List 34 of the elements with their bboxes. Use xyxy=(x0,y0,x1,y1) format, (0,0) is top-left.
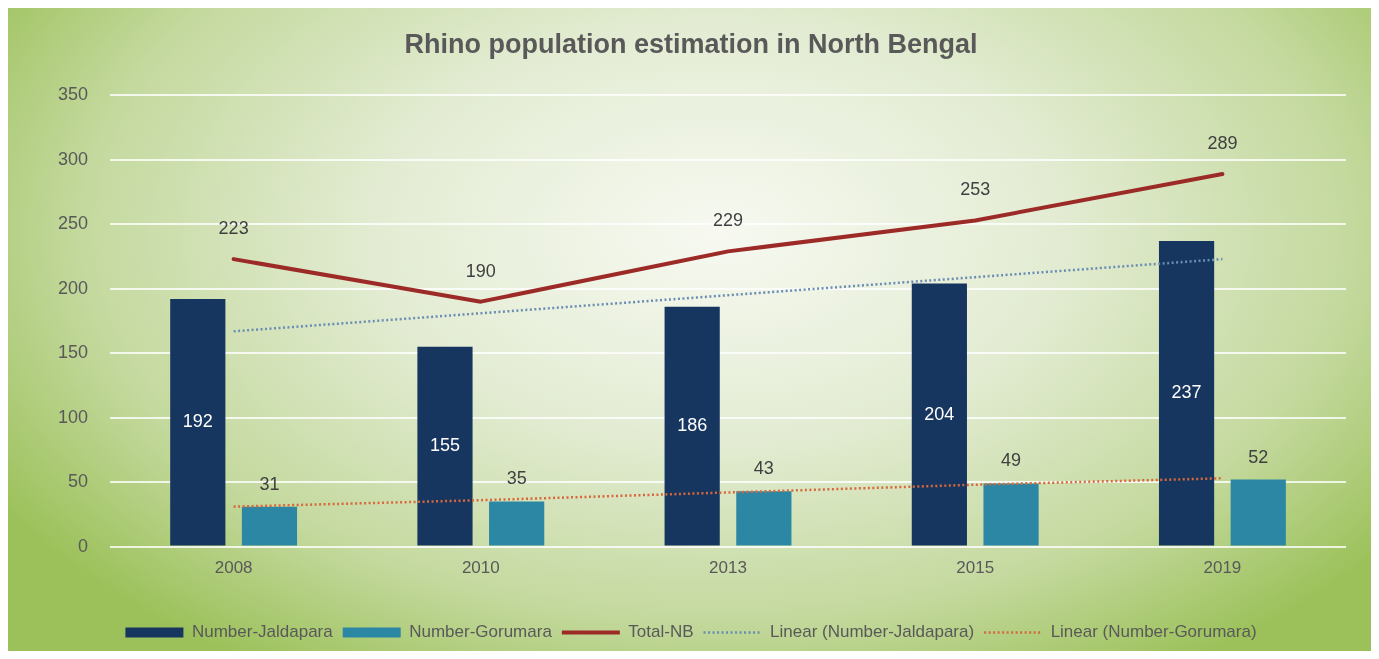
y-tick-label: 0 xyxy=(78,535,89,556)
data-label: 190 xyxy=(465,260,496,281)
legend-label: Number-Jaldapara xyxy=(191,622,334,642)
x-tick-label: 2010 xyxy=(461,558,500,578)
data-label: 253 xyxy=(960,179,991,200)
x-tick-label: 2019 xyxy=(1203,558,1242,578)
y-tick-label: 100 xyxy=(57,406,89,427)
data-label: 289 xyxy=(1207,133,1238,154)
legend-label: Linear (Number-Gorumara) xyxy=(1050,622,1257,642)
data-label: 229 xyxy=(712,210,744,231)
y-tick-label: 350 xyxy=(57,84,89,105)
legend-label: Linear (Number-Jaldapara) xyxy=(770,622,975,642)
chart-title: Rhino population estimation in North Bengal xyxy=(404,28,978,59)
x-tick-label: 2013 xyxy=(709,558,747,578)
legend-label: Number-Gorumara xyxy=(409,622,553,642)
y-tick-label: 50 xyxy=(68,471,89,492)
data-label: 155 xyxy=(429,435,460,456)
y-tick-label: 250 xyxy=(57,213,89,234)
data-label: 192 xyxy=(182,411,213,432)
data-label: 43 xyxy=(753,458,774,479)
data-label: 49 xyxy=(1001,450,1022,471)
data-label: 223 xyxy=(218,218,249,239)
data-label: 52 xyxy=(1248,446,1269,467)
y-tick-label: 200 xyxy=(57,277,89,298)
data-label: 35 xyxy=(506,468,527,489)
x-tick-label: 2015 xyxy=(956,558,995,578)
y-tick-label: 150 xyxy=(57,342,89,363)
legend-label: Total-NB xyxy=(628,622,694,642)
x-tick-label: 2008 xyxy=(214,558,253,578)
data-label: 204 xyxy=(924,403,955,424)
data-label: 31 xyxy=(259,473,280,494)
data-label: 237 xyxy=(1171,382,1202,403)
y-tick-label: 300 xyxy=(57,148,89,169)
data-label: 186 xyxy=(677,415,708,436)
